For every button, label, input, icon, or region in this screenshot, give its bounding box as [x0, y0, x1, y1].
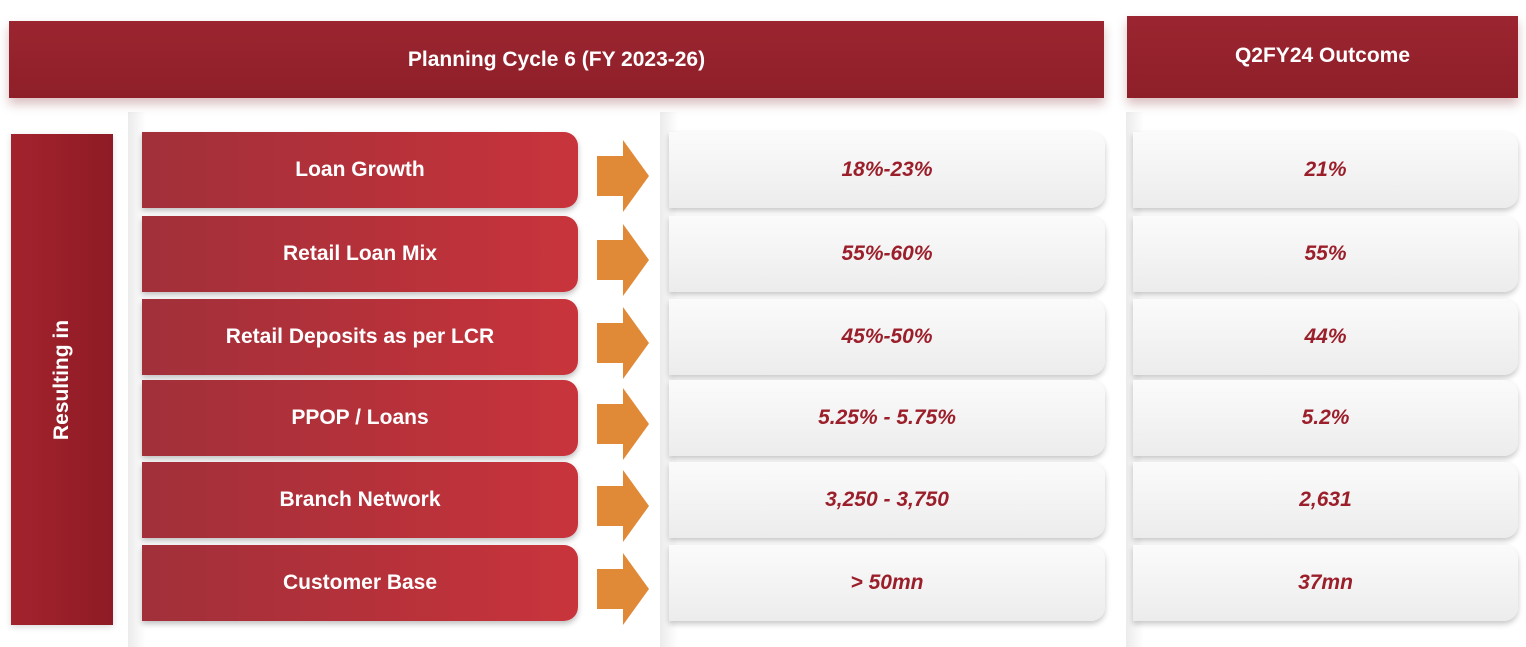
arrow-right-icon: [597, 388, 649, 460]
planning-cycle-header: Planning Cycle 6 (FY 2023-26): [9, 21, 1104, 98]
arrow-right-icon: [597, 470, 649, 542]
target-value: 5.25% - 5.75%: [669, 380, 1105, 456]
metric-label: PPOP / Loans: [142, 380, 578, 456]
target-value: 3,250 - 3,750: [669, 462, 1105, 538]
outcome-value: 55%: [1133, 216, 1518, 292]
outcome-value: 2,631: [1133, 462, 1518, 538]
metric-label: Retail Deposits as per LCR: [142, 299, 578, 375]
planning-cycle-title: Planning Cycle 6 (FY 2023-26): [407, 47, 706, 71]
metric-label: Customer Base: [142, 545, 578, 621]
metric-label: Loan Growth: [142, 132, 578, 208]
metric-label: Branch Network: [142, 462, 578, 538]
outcome-title: Q2FY24 Outcome: [1234, 44, 1411, 67]
target-value: 55%-60%: [669, 216, 1105, 292]
outcome-value: 44%: [1133, 299, 1518, 375]
outcome-value: 21%: [1133, 132, 1518, 208]
outcome-value: 37mn: [1133, 545, 1518, 621]
outcome-header: Q2FY24 Outcome: [1127, 16, 1518, 98]
arrow-right-icon: [597, 224, 649, 296]
table-row: Branch Network 3,250 - 3,750 2,631: [0, 462, 1526, 542]
table-row: Loan Growth 18%-23% 21%: [0, 132, 1526, 212]
table-row: PPOP / Loans 5.25% - 5.75% 5.2%: [0, 380, 1526, 460]
metric-label: Retail Loan Mix: [142, 216, 578, 292]
target-value: > 50mn: [669, 545, 1105, 621]
target-value: 18%-23%: [669, 132, 1105, 208]
table-row: Retail Loan Mix 55%-60% 55%: [0, 216, 1526, 296]
outcome-value: 5.2%: [1133, 380, 1518, 456]
target-value: 45%-50%: [669, 299, 1105, 375]
arrow-right-icon: [597, 140, 649, 212]
table-row: Retail Deposits as per LCR 45%-50% 44%: [0, 299, 1526, 379]
table-row: Customer Base > 50mn 37mn: [0, 545, 1526, 625]
resulting-in-sidebar: Resulting in: [11, 134, 113, 625]
arrow-right-icon: [597, 307, 649, 379]
arrow-right-icon: [597, 553, 649, 625]
